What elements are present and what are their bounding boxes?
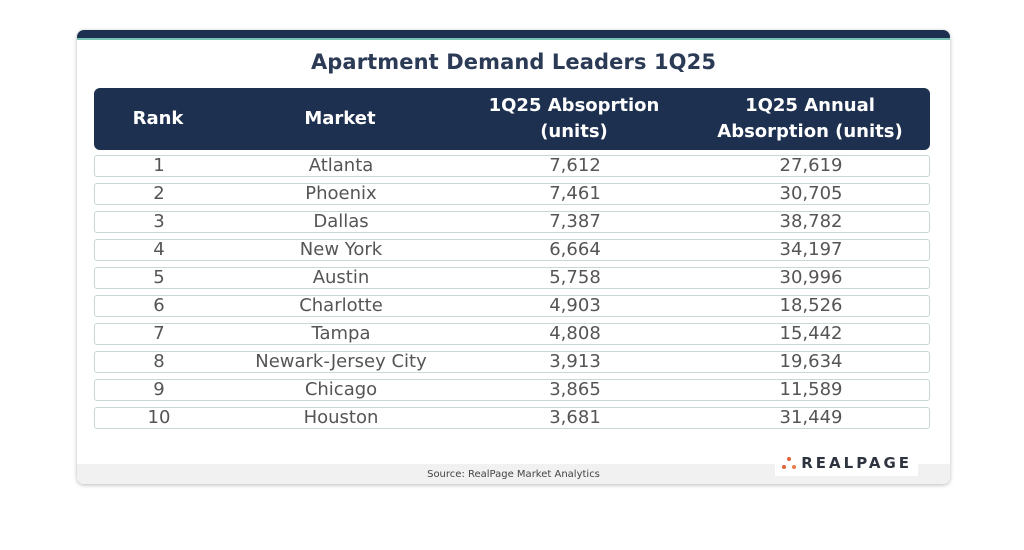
cell-quarter-absorption: 3,681 (549, 407, 601, 428)
cell-market: Tampa (311, 323, 371, 344)
logo-dot (782, 465, 787, 469)
cell-quarter-absorption: 3,865 (549, 379, 601, 400)
cell-rank: 7 (153, 323, 165, 344)
logo-dot (792, 465, 797, 469)
table-row: 7 Tampa 4,808 15,442 (94, 323, 930, 345)
header-rank: Rank (132, 108, 184, 129)
cell-annual-absorption: 15,442 (779, 323, 843, 344)
cell-rank: 10 (147, 407, 171, 428)
cell-market: Austin (312, 267, 370, 288)
cell-annual-absorption: 30,705 (779, 183, 843, 204)
cell-market: Charlotte (299, 295, 383, 316)
cell-rank: 9 (153, 379, 165, 400)
cell-rank: 2 (153, 183, 165, 204)
card-top-bar (77, 30, 950, 38)
cell-quarter-absorption: 5,758 (549, 267, 601, 288)
cell-market: Atlanta (308, 155, 374, 176)
cell-quarter-absorption: 4,808 (549, 323, 601, 344)
cell-market: Houston (303, 407, 379, 428)
table-row: 4 New York 6,664 34,197 (94, 239, 930, 261)
cell-annual-absorption: 30,996 (779, 267, 843, 288)
cell-market: Phoenix (305, 183, 377, 204)
cell-market: New York (299, 239, 383, 260)
cell-annual-absorption: 31,449 (779, 407, 843, 428)
table-header: Rank Market 1Q25 Absoprtion (units) 1Q25… (94, 88, 930, 150)
cell-annual-absorption: 27,619 (779, 155, 843, 176)
cell-quarter-absorption: 6,664 (549, 239, 601, 260)
source-note: Source: RealPage Market Analytics (427, 469, 600, 480)
cell-quarter-absorption: 4,903 (549, 295, 601, 316)
cell-rank: 5 (153, 267, 165, 288)
cell-annual-absorption: 34,197 (779, 239, 843, 260)
cell-annual-absorption: 11,589 (779, 379, 843, 400)
table-row: 2 Phoenix 7,461 30,705 (94, 183, 930, 205)
header-annual-absorption-line1: 1Q25 Annual (745, 95, 875, 116)
cell-rank: 8 (153, 351, 165, 372)
cell-annual-absorption: 19,634 (779, 351, 843, 372)
header-quarter-absorption: 1Q25 Absoprtion (units) (458, 88, 690, 150)
header-annual-absorption-line2: Absorption (units) (717, 121, 903, 142)
realpage-logo: REALPAGE (775, 450, 918, 476)
cell-rank: 6 (153, 295, 165, 316)
cell-rank: 4 (153, 239, 165, 260)
table-row: 3 Dallas 7,387 38,782 (94, 211, 930, 233)
cell-annual-absorption: 38,782 (779, 211, 843, 232)
table-row: 9 Chicago 3,865 11,589 (94, 379, 930, 401)
table-row: 8 Newark-Jersey City 3,913 19,634 (94, 351, 930, 373)
table-row: 5 Austin 5,758 30,996 (94, 267, 930, 289)
cell-annual-absorption: 18,526 (779, 295, 843, 316)
header-quarter-absorption-line1: 1Q25 Absoprtion (488, 95, 660, 116)
header-annual-absorption: 1Q25 Annual Absorption (units) (690, 88, 930, 150)
logo-dot (787, 457, 792, 461)
cell-market: Newark-Jersey City (255, 351, 427, 372)
table-row: 1 Atlanta 7,612 27,619 (94, 155, 930, 177)
page-title: Apartment Demand Leaders 1Q25 (310, 50, 717, 74)
cell-market: Chicago (304, 379, 378, 400)
cell-rank: 1 (153, 155, 165, 176)
three-dots-logo-icon (781, 456, 797, 470)
header-quarter-absorption-line2: (units) (540, 121, 608, 142)
table-card: Apartment Demand Leaders 1Q25 Rank Marke… (77, 30, 950, 484)
header-market: Market (304, 108, 376, 129)
cell-quarter-absorption: 7,387 (549, 211, 601, 232)
table-row: 10 Houston 3,681 31,449 (94, 407, 930, 429)
footer-bar (77, 464, 950, 484)
table-row: 6 Charlotte 4,903 18,526 (94, 295, 930, 317)
card-accent-line (77, 38, 950, 40)
logo-text: REALPAGE (801, 454, 912, 472)
table-body: 1 Atlanta 7,612 27,619 2 Phoenix 7,461 3… (94, 155, 930, 435)
cell-market: Dallas (313, 211, 369, 232)
cell-quarter-absorption: 3,913 (549, 351, 601, 372)
cell-quarter-absorption: 7,612 (549, 155, 601, 176)
cell-rank: 3 (153, 211, 165, 232)
cell-quarter-absorption: 7,461 (549, 183, 601, 204)
